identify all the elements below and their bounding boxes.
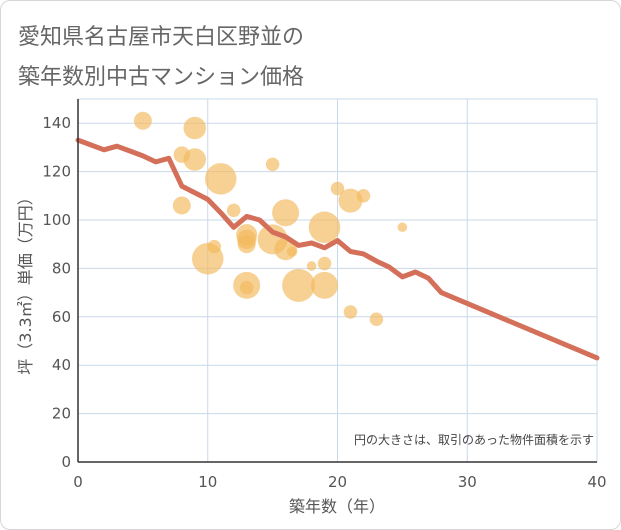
data-bubble [306, 261, 317, 271]
x-tick-label: 0 [73, 473, 83, 491]
data-bubble [317, 256, 332, 271]
grid-layer [77, 98, 598, 463]
data-bubble [286, 246, 298, 257]
bubble-size-note: 円の大きさは、取引のあった物件面積を示す [354, 432, 594, 447]
data-bubble [369, 312, 384, 326]
data-bubble [183, 148, 207, 171]
y-tick-label: 140 [42, 114, 71, 132]
x-axis-title: 築年数（年） [289, 497, 385, 516]
data-bubble [397, 222, 408, 233]
tick-labels: 0 20 40 60 80 100 120 140 0 10 20 30 40 [42, 114, 606, 491]
data-bubble [330, 181, 345, 196]
data-bubble [308, 211, 341, 244]
data-bubble [133, 111, 152, 130]
trend-line [75, 137, 600, 361]
y-tick-label: 0 [61, 453, 71, 471]
data-bubble [356, 189, 371, 203]
x-tick-label: 10 [198, 473, 217, 491]
data-bubble [272, 199, 300, 227]
data-bubble [204, 163, 237, 195]
data-bubble [265, 157, 280, 172]
y-tick-label: 100 [42, 211, 71, 229]
data-bubble [239, 281, 254, 295]
y-tick-label: 80 [52, 259, 71, 277]
data-bubble [172, 196, 191, 215]
chart-title-line-1: 愛知県名古屋市天白区野並の [18, 25, 305, 50]
y-tick-label: 60 [52, 308, 71, 326]
y-tick-label: 40 [52, 356, 71, 374]
data-bubble [207, 239, 221, 254]
y-tick-label: 20 [52, 405, 71, 423]
chart-title-line-2: 築年数別中古マンション価格 [18, 65, 305, 90]
data-bubble [311, 271, 339, 299]
bubble-layer [133, 111, 408, 326]
data-bubble [237, 235, 256, 254]
y-tick-label: 120 [42, 163, 71, 181]
x-tick-label: 20 [328, 473, 347, 491]
x-tick-label: 40 [587, 473, 606, 491]
axis-layer [77, 99, 597, 463]
y-axis-title: 坪（3.3㎡）単価（万円） [16, 189, 35, 374]
data-bubble [226, 203, 241, 218]
data-bubble [338, 188, 363, 213]
data-bubble [343, 305, 358, 319]
data-bubble [282, 268, 316, 302]
data-bubble [183, 116, 207, 140]
x-tick-label: 30 [458, 473, 477, 491]
